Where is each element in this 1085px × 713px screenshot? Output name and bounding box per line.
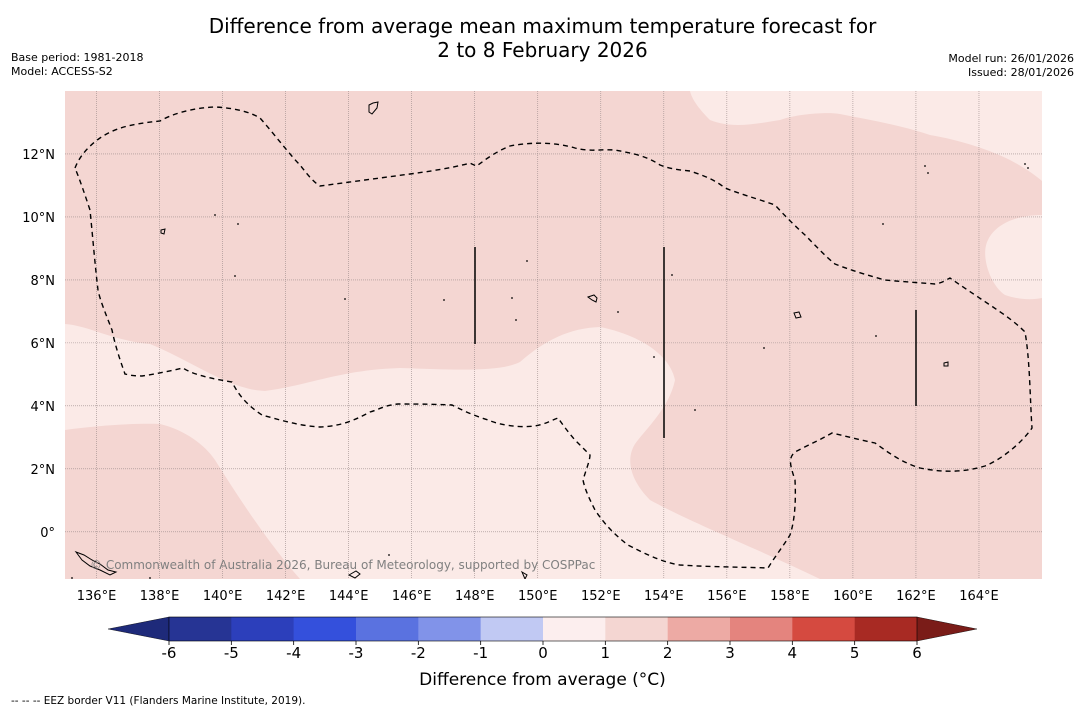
colorbar-tick-label: -1 <box>473 644 488 662</box>
colorbar-tick-label: 4 <box>788 644 798 662</box>
colorbar-tick-label: -2 <box>411 644 426 662</box>
map-area: © Commonwealth of Australia 2026, Bureau… <box>65 91 1042 579</box>
island-new-guinea-coast <box>74 550 118 576</box>
anomaly-region-near-average-east <box>985 215 1042 300</box>
lat-tick-label: 0° <box>40 526 55 541</box>
lon-tick-label: 150°E <box>518 589 558 604</box>
colorbar-tick-label: 5 <box>850 644 860 662</box>
lon-tick-label: 142°E <box>266 589 306 604</box>
island-new-ireland <box>520 570 528 579</box>
colorbar-segment <box>792 617 855 641</box>
model-name: Model: ACCESS-S2 <box>11 65 113 78</box>
colorbar-extend-low <box>107 616 170 642</box>
attribution-text: © Commonwealth of Australia 2026, Bureau… <box>90 558 595 572</box>
colorbar-segment <box>605 617 668 641</box>
lon-tick-label: 138°E <box>140 589 180 604</box>
island-guam <box>368 101 379 115</box>
boundary-lines <box>474 247 917 438</box>
atolls <box>71 163 1029 579</box>
gridlines <box>65 91 1042 579</box>
lat-tick-label: 4°N <box>31 400 56 415</box>
island-pohnpei <box>586 294 598 303</box>
colorbar-tick-label: 6 <box>912 644 922 662</box>
lon-tick-label: 156°E <box>707 589 747 604</box>
latitude-tick-labels: 0° 2°N 4°N 6°N 8°N 10°N 12°N <box>22 148 55 541</box>
colorbar-tick-label: 2 <box>663 644 673 662</box>
islands <box>74 101 949 579</box>
title-line-1: Difference from average mean maximum tem… <box>208 14 877 38</box>
lon-tick-label: 146°E <box>392 589 432 604</box>
colorbar: -6 -5 -4 -3 -2 -1 0 1 2 3 4 5 6 <box>107 616 978 662</box>
colorbar-segment <box>854 617 918 641</box>
footnote-eez: -- -- -- EEZ border V11 (Flanders Marine… <box>11 695 306 707</box>
lat-tick-label: 8°N <box>31 274 56 289</box>
meta-right: Model run: 26/01/2026 Issued: 28/01/2026 <box>948 52 1074 80</box>
colorbar-label: Difference from average (°C) <box>419 670 666 690</box>
colorbar-tick-label: 1 <box>601 644 611 662</box>
colorbar-tick-label: -4 <box>286 644 301 662</box>
island-atoll-east <box>943 361 949 367</box>
lon-tick-label: 154°E <box>644 589 684 604</box>
anomaly-region-warm-southwest <box>65 423 300 579</box>
lon-tick-label: 136°E <box>77 589 117 604</box>
colorbar-tick-label: 0 <box>538 644 548 662</box>
lat-tick-label: 2°N <box>31 463 56 478</box>
colorbar-segment <box>356 617 419 641</box>
chart-title: Difference from average mean maximum tem… <box>0 14 1085 62</box>
colorbar-segment <box>543 617 606 641</box>
island-manus <box>347 570 361 579</box>
model-run: Model run: 26/01/2026 <box>948 52 1074 65</box>
lat-tick-label: 6°N <box>31 337 56 352</box>
colorbar-tick-label: 3 <box>725 644 735 662</box>
colorbar-segment <box>480 617 544 641</box>
colorbar-tick-label: -5 <box>224 644 239 662</box>
issued-date: Issued: 28/01/2026 <box>967 66 1074 79</box>
island-kosrae <box>793 311 802 319</box>
lon-tick-label: 152°E <box>581 589 621 604</box>
anomaly-region-near-average-northeast <box>690 91 1042 181</box>
colorbar-segment <box>293 617 357 641</box>
colorbar-tick-label: -6 <box>162 644 177 662</box>
base-period: Base period: 1981-2018 <box>11 51 144 64</box>
island-ngulu <box>160 228 166 235</box>
longitude-tick-labels: 136°E 138°E 140°E 142°E 144°E 146°E 148°E 150°E… <box>77 589 999 604</box>
colorbar-tick-label: -3 <box>349 644 364 662</box>
title-line-2: 2 to 8 February 2026 <box>437 38 648 62</box>
lon-tick-label: 144°E <box>329 589 369 604</box>
anomaly-region-near-average <box>65 324 820 579</box>
meta-left: Base period: 1981-2018 Model: ACCESS-S2 <box>11 51 143 79</box>
lon-tick-label: 140°E <box>203 589 243 604</box>
lon-tick-label: 160°E <box>833 589 873 604</box>
colorbar-segment <box>730 617 793 641</box>
lat-tick-label: 10°N <box>22 211 55 226</box>
lon-tick-label: 162°E <box>896 589 936 604</box>
colorbar-segment <box>418 617 481 641</box>
colorbar-extend-high <box>916 616 978 642</box>
lon-tick-label: 164°E <box>959 589 999 604</box>
lon-tick-label: 148°E <box>455 589 495 604</box>
lon-tick-label: 158°E <box>770 589 810 604</box>
colorbar-segment <box>169 617 232 641</box>
colorbar-segment <box>231 617 294 641</box>
colorbar-segment <box>667 617 731 641</box>
lat-tick-label: 12°N <box>22 148 55 163</box>
